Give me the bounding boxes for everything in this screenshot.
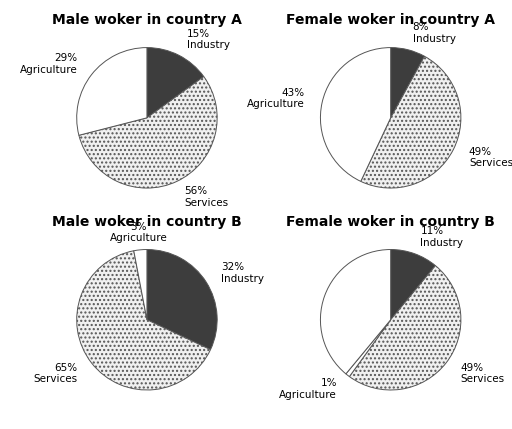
Wedge shape: [79, 76, 217, 188]
Wedge shape: [391, 48, 424, 118]
Title: Female woker in country B: Female woker in country B: [286, 215, 495, 230]
Wedge shape: [346, 320, 391, 377]
Wedge shape: [391, 250, 435, 320]
Text: 32%
Industry: 32% Industry: [221, 262, 264, 284]
Text: 29%
Agriculture: 29% Agriculture: [20, 53, 77, 75]
Text: 1%
Agriculture: 1% Agriculture: [279, 378, 337, 400]
Wedge shape: [349, 266, 461, 390]
Text: 11%
Industry: 11% Industry: [420, 227, 463, 248]
Text: 49%
Services: 49% Services: [460, 363, 504, 384]
Wedge shape: [321, 48, 391, 181]
Title: Male woker in country A: Male woker in country A: [52, 13, 242, 27]
Text: 43%
Agriculture: 43% Agriculture: [247, 88, 305, 109]
Title: Female woker in country A: Female woker in country A: [286, 13, 495, 27]
Wedge shape: [77, 48, 147, 135]
Title: Male woker in country B: Male woker in country B: [52, 215, 242, 230]
Text: 3%
Agriculture: 3% Agriculture: [110, 221, 167, 243]
Wedge shape: [321, 250, 391, 374]
Wedge shape: [147, 48, 204, 118]
Wedge shape: [77, 251, 210, 390]
Text: 15%
Industry: 15% Industry: [187, 29, 230, 50]
Wedge shape: [134, 250, 147, 320]
Wedge shape: [361, 56, 461, 188]
Text: 49%
Services: 49% Services: [469, 147, 512, 169]
Text: 65%
Services: 65% Services: [33, 363, 77, 384]
Text: 56%
Services: 56% Services: [184, 187, 228, 208]
Wedge shape: [147, 250, 217, 350]
Text: 8%
Industry: 8% Industry: [413, 22, 456, 44]
